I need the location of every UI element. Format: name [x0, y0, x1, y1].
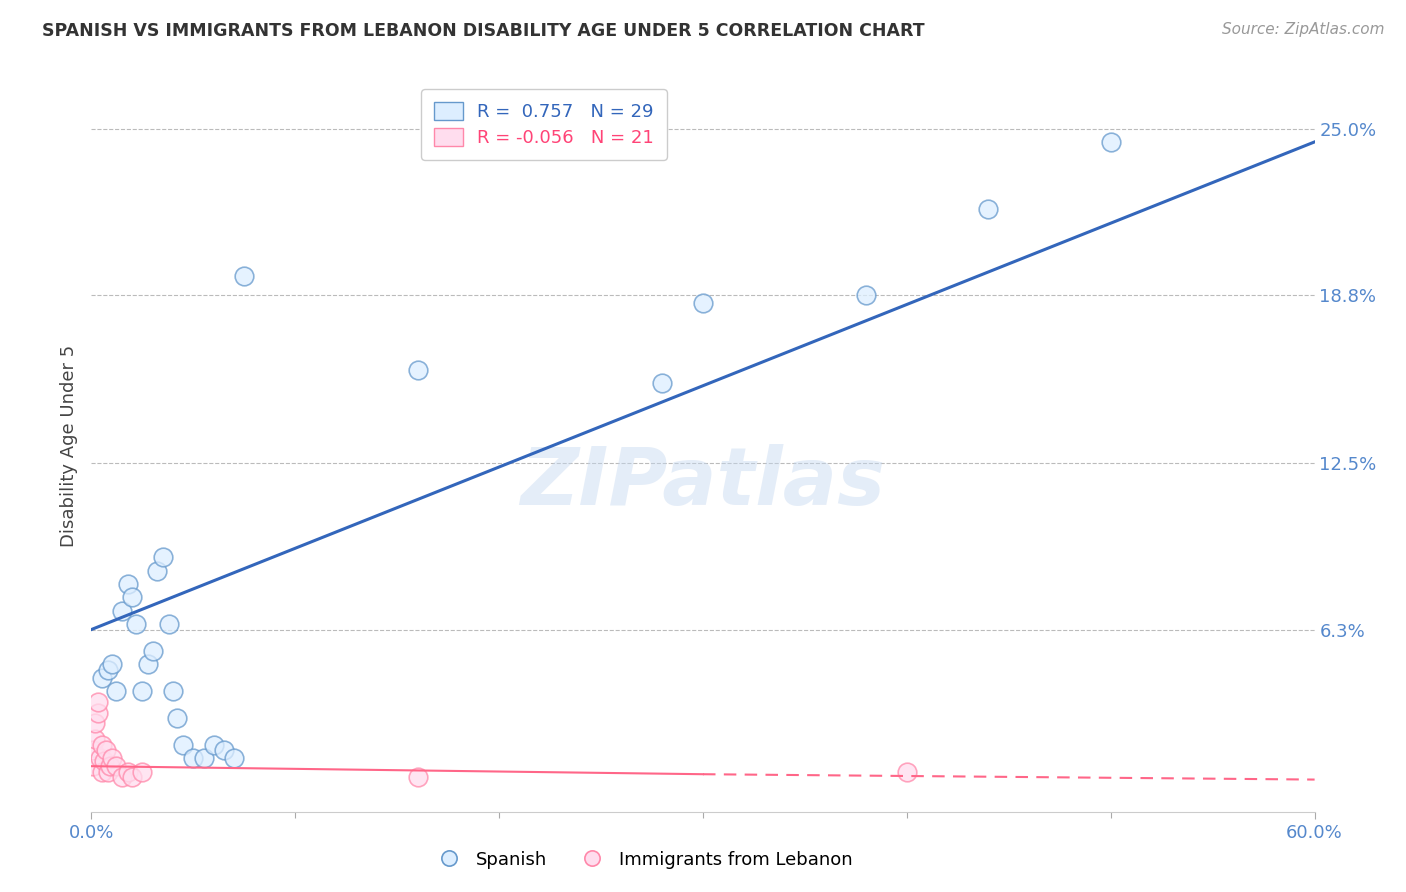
Point [183, 751, 205, 765]
Point [117, 764, 139, 779]
Point [896, 764, 918, 779]
Point [125, 617, 148, 632]
Text: Source: ZipAtlas.com: Source: ZipAtlas.com [1222, 22, 1385, 37]
Point [855, 287, 877, 301]
Point [101, 657, 124, 672]
Legend: Spanish, Immigrants from Lebanon: Spanish, Immigrants from Lebanon [423, 844, 860, 876]
Point [406, 770, 429, 784]
Point [101, 751, 124, 765]
Point [104, 759, 127, 773]
Point [111, 770, 134, 784]
Point [145, 564, 167, 578]
Point [97, 764, 120, 779]
Point [84, 716, 107, 731]
Point [166, 711, 188, 725]
Point [977, 202, 1000, 216]
Point [406, 362, 429, 376]
Point [97, 663, 120, 677]
Point [90, 738, 112, 752]
Point [86, 706, 108, 720]
Point [131, 684, 153, 698]
Point [138, 657, 160, 672]
Point [141, 644, 163, 658]
Point [82, 759, 104, 773]
Point [152, 550, 174, 565]
Point [89, 751, 111, 765]
Point [157, 617, 180, 632]
Point [162, 684, 184, 698]
Point [94, 743, 117, 757]
Point [117, 577, 139, 591]
Point [98, 759, 121, 773]
Point [84, 732, 107, 747]
Point [104, 684, 127, 698]
Point [93, 754, 115, 768]
Point [222, 751, 246, 765]
Point [172, 738, 194, 752]
Text: SPANISH VS IMMIGRANTS FROM LEBANON DISABILITY AGE UNDER 5 CORRELATION CHART: SPANISH VS IMMIGRANTS FROM LEBANON DISAB… [42, 22, 925, 40]
Point [121, 770, 143, 784]
Point [90, 764, 112, 779]
Text: ZIPatlas: ZIPatlas [520, 443, 886, 522]
Point [86, 695, 108, 709]
Point [1099, 135, 1122, 149]
Point [212, 743, 235, 757]
Y-axis label: Disability Age Under 5: Disability Age Under 5 [59, 345, 77, 547]
Point [111, 604, 134, 618]
Point [233, 268, 256, 283]
Point [90, 671, 112, 685]
Point [692, 295, 714, 310]
Point [82, 743, 104, 757]
Point [121, 591, 143, 605]
Point [131, 764, 153, 779]
Point [193, 751, 215, 765]
Point [202, 738, 225, 752]
Point [651, 376, 673, 390]
